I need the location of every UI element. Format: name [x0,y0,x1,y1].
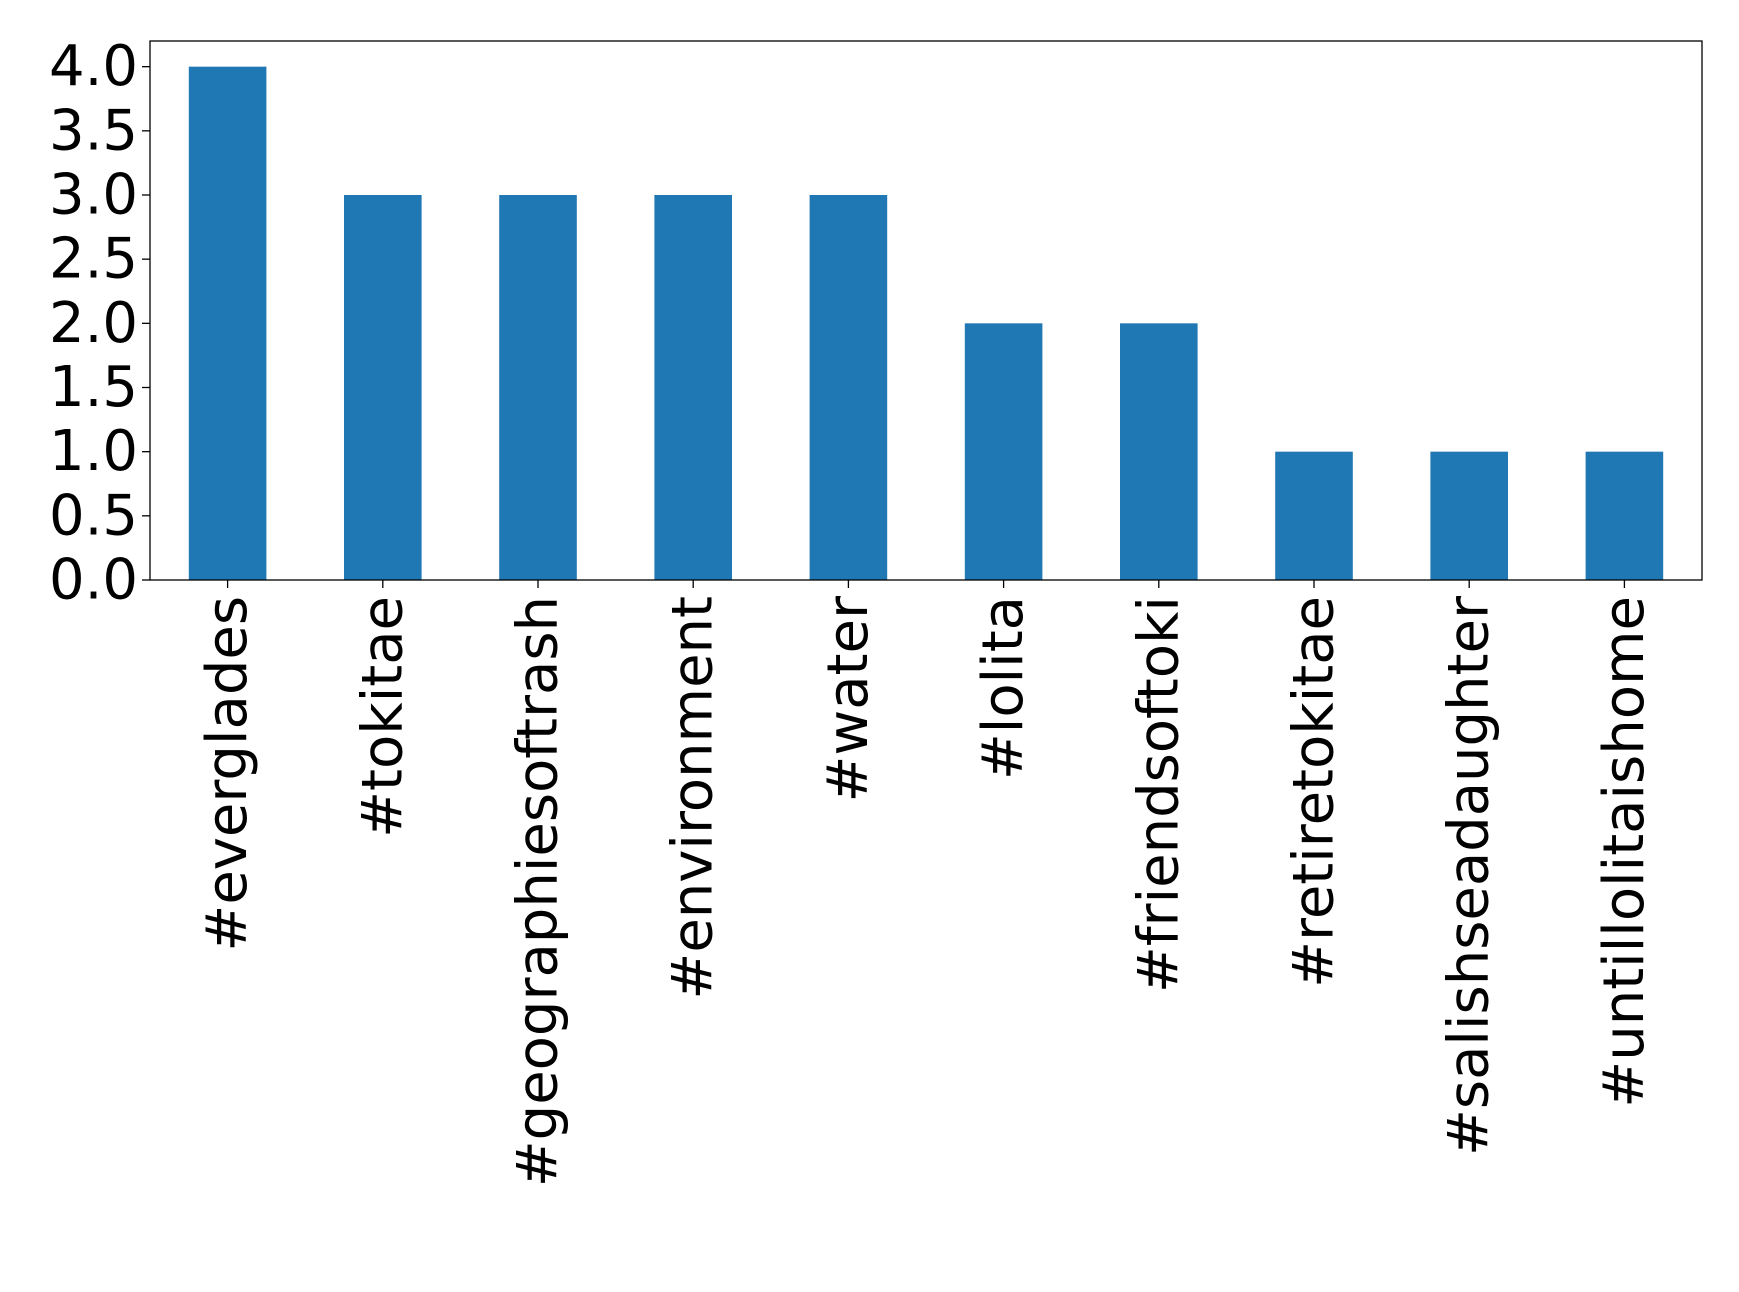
x-tick-label: #retiretokitae [1282,596,1347,988]
y-tick-label: 1.5 [49,355,138,420]
x-tick-label: #friendsoftoki [1126,596,1191,993]
x-tick-label: #untillolitaishome [1592,596,1657,1108]
x-tick-label: #environment [661,596,726,1000]
y-tick-label: 2.0 [49,291,138,356]
bar-salishseadaughter [1430,451,1508,580]
bar-geographiesoftrash [499,195,577,580]
bar-untillolitaishome [1585,451,1664,580]
y-tick-label: 1.0 [49,419,138,484]
bar-environment [654,195,732,580]
bar-lolita [964,323,1043,580]
x-tick-label: #water [816,595,881,802]
plot-frame [149,40,1703,581]
x-tick-label: #geographiesoftrash [506,596,571,1187]
y-tick-label: 4.0 [49,34,138,99]
bars-layer [188,66,1664,581]
y-tick-label: 3.5 [49,98,138,163]
x-tick-label: #lolita [971,596,1036,780]
bar-everglades [188,66,267,581]
bar-tokitae [344,195,422,580]
bar-water [809,195,888,580]
x-tick-label: #salishseadaughter [1437,595,1502,1156]
bar-friendsoftoki [1120,323,1198,580]
y-tick-label: 2.5 [49,227,138,292]
y-tick-label: 3.0 [49,163,138,228]
bar-retiretokitae [1275,451,1353,580]
x-tick-label: #tokitae [350,596,415,838]
y-tick-label: 0.0 [49,548,138,613]
y-axis: 0.00.51.01.52.02.53.03.54.0 [49,34,150,613]
x-tick-label: #everglades [195,596,260,952]
x-axis: #everglades #tokitae #geographiesoftrash #e… [195,580,1657,1187]
y-tick-label: 0.5 [49,483,138,548]
